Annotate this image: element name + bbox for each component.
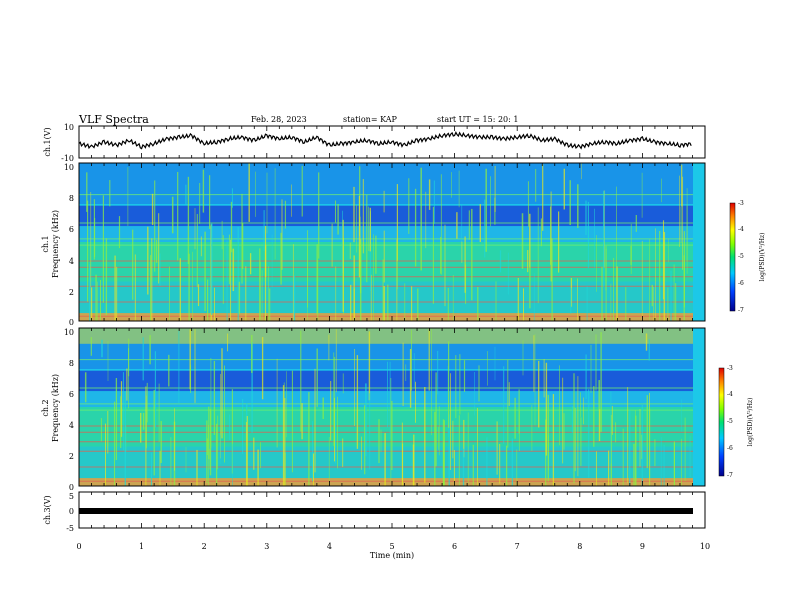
ch2-ytick-10: 10: [64, 328, 74, 337]
start-time-label: start UT = 15: 20: 1: [437, 115, 518, 124]
ch3-ytick-neg5: -5: [66, 524, 74, 533]
ch3-ytick-5: 5: [69, 492, 74, 501]
ch2-cb-tick-m3: -3: [727, 365, 733, 372]
ch1-cb-tick-m4: -4: [738, 226, 744, 233]
ch2-spec-ylabel-frequency: Frequency (kHz): [51, 374, 60, 442]
ch1-colorbar-gradient: [729, 202, 736, 312]
ch2-spectrogram-panel: 10 8 6 4 2 0 ch.2 Frequency (kHz): [41, 327, 706, 492]
xtick-label-7: 7: [515, 542, 520, 551]
ch2-ytick-8: 8: [69, 359, 74, 368]
ch1-colorbar: -3 -4 -5 -6 -7 log(PSD)(V²/Hz): [729, 200, 766, 314]
ch1-ytick-10: 10: [64, 163, 74, 172]
figure-title: VLF Spectra: [78, 113, 149, 126]
spectrogram-band-high: [79, 163, 693, 205]
ch1-spectrogram-image: [79, 163, 693, 321]
spectrogram-band-activity: [79, 407, 693, 447]
ch1-voltage-panel: 10 -10 ch.1(V): [43, 123, 706, 163]
xtick-label-3: 3: [264, 542, 269, 551]
ch1-ytick-0: 0: [69, 318, 74, 327]
spectrogram-band-top: [79, 328, 693, 344]
xtick-label-0: 0: [76, 542, 81, 551]
ch1-spec-ylabel-frequency: Frequency (kHz): [51, 210, 60, 278]
ch2-cb-tick-m6: -6: [727, 445, 733, 452]
ch1-cb-tick-m5: -5: [738, 253, 744, 260]
ch2-spec-ylabel-channel: ch.2: [41, 399, 50, 416]
spectrogram-band-activity: [79, 242, 693, 282]
spectrogram-band-low: [79, 446, 693, 479]
ch2-colorbar-label: log(PSD)(V²/Hz): [747, 398, 754, 447]
ch1-spec-ylabel-channel: ch.1: [41, 235, 50, 252]
ch1-voltage-trace: [78, 131, 692, 150]
ch1-ytick-8: 8: [69, 194, 74, 203]
station-label: station= KAP: [343, 115, 398, 124]
ch3-voltage-ylabel: ch.3(V): [43, 495, 52, 524]
xtick-label-10: 10: [700, 542, 710, 551]
ch1-cb-tick-m7: -7: [738, 307, 744, 314]
x-axis-label: Time (min): [370, 551, 414, 560]
ch1-ytick-4: 4: [69, 257, 74, 266]
ch1-ytick-bottom: -10: [61, 154, 74, 163]
ch1-cb-tick-m6: -6: [738, 280, 744, 287]
ch3-voltage-panel: 5 0 -5 ch.3(V): [43, 491, 706, 533]
xtick-label-8: 8: [577, 542, 582, 551]
ch2-cb-tick-m4: -4: [727, 391, 733, 398]
ch1-ytick-2: 2: [69, 288, 74, 297]
spectrogram-band-base: [79, 313, 693, 321]
ch2-ytick-0: 0: [69, 483, 74, 492]
xtick-label-9: 9: [640, 542, 645, 551]
ch3-voltage-trace: [79, 508, 693, 514]
ch2-cb-tick-m7: -7: [727, 472, 733, 479]
xtick-label-4: 4: [327, 542, 332, 551]
date-label: Feb. 28, 2023: [251, 115, 307, 124]
ch2-ytick-6: 6: [69, 390, 74, 399]
ch2-ytick-2: 2: [69, 452, 74, 461]
spectrogram-band-low: [79, 281, 693, 314]
ch1-ytick-top: 10: [64, 123, 74, 132]
ch3-ytick-0: 0: [69, 507, 74, 516]
ch1-colorbar-label: log(PSD)(V²/Hz): [759, 233, 766, 282]
x-axis-ticks: [78, 126, 706, 528]
ch2-colorbar: -3 -4 -5 -6 -7 log(PSD)(V²/Hz): [718, 365, 754, 479]
ch1-spectrogram-panel: 10 8 6 4 2 0 ch.1 Frequency (kHz): [41, 162, 706, 327]
xtick-label-1: 1: [139, 542, 144, 551]
ch2-colorbar-gradient: [718, 367, 725, 477]
xtick-label-5: 5: [389, 542, 394, 551]
ch2-spectrogram-image: [79, 328, 693, 486]
ch1-voltage-ylabel: ch.1(V): [43, 127, 52, 156]
ch2-cb-tick-m5: -5: [727, 418, 733, 425]
spectrogram-band-mid-low-power: [79, 205, 693, 227]
xtick-label-2: 2: [202, 542, 207, 551]
spectrogram-band-mid-low-power: [79, 370, 693, 392]
spectrogram-band-base: [79, 478, 693, 486]
ch1-cb-tick-m3: -3: [738, 200, 744, 207]
xtick-label-6: 6: [452, 542, 457, 551]
spectrogram-band: [79, 226, 693, 242]
ch1-ytick-6: 6: [69, 225, 74, 234]
ch2-ytick-4: 4: [69, 421, 74, 430]
